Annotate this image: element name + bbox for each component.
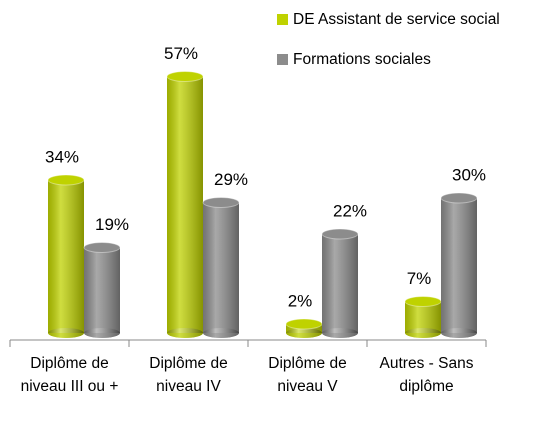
bar-shading (167, 76, 203, 333)
bar-shading (48, 180, 84, 333)
bar-top (321, 228, 359, 240)
bar-bottom-shade (167, 328, 203, 338)
bar-shading (203, 202, 239, 333)
bar-top (404, 296, 442, 307)
data-label: 2% (288, 291, 313, 310)
bar-bottom-shade (84, 328, 120, 338)
bar-bottom-shade (405, 328, 441, 338)
x-tick-label: Diplôme de niveau III ou + (20, 355, 119, 395)
legend-label: DE Assistant de service social (293, 11, 500, 28)
legend-label: Formations sociales (293, 51, 431, 68)
bar-top (202, 197, 240, 208)
bar-top (166, 71, 204, 82)
data-label: 30% (452, 165, 486, 184)
bar-shading (322, 234, 358, 333)
x-tick-label: Diplôme de niveau V (268, 355, 347, 395)
data-label: 19% (95, 215, 129, 234)
bar-bottom-shade (203, 328, 239, 338)
legend-swatch (277, 14, 288, 25)
bar-bottom-shade (286, 328, 322, 338)
data-label: 57% (164, 44, 198, 63)
bar-bottom-shade (322, 328, 358, 338)
data-label: 34% (45, 147, 79, 166)
x-tick-label: Diplôme de niveau IV (149, 355, 228, 395)
data-label: 22% (333, 201, 367, 220)
x-tick-label: Autres - Sans diplôme (379, 355, 474, 395)
data-label: 7% (407, 269, 432, 288)
bar-top (440, 192, 478, 204)
legend-swatch (277, 54, 288, 65)
bar-top (83, 242, 121, 253)
bar-shading (405, 301, 441, 333)
bar-shading (441, 198, 477, 333)
data-label: 29% (214, 170, 248, 189)
bar-bottom-shade (48, 328, 84, 338)
bar-bottom-shade (441, 328, 477, 338)
bar-shading (84, 247, 120, 333)
bar-top (285, 318, 323, 330)
bar-top (47, 174, 85, 186)
